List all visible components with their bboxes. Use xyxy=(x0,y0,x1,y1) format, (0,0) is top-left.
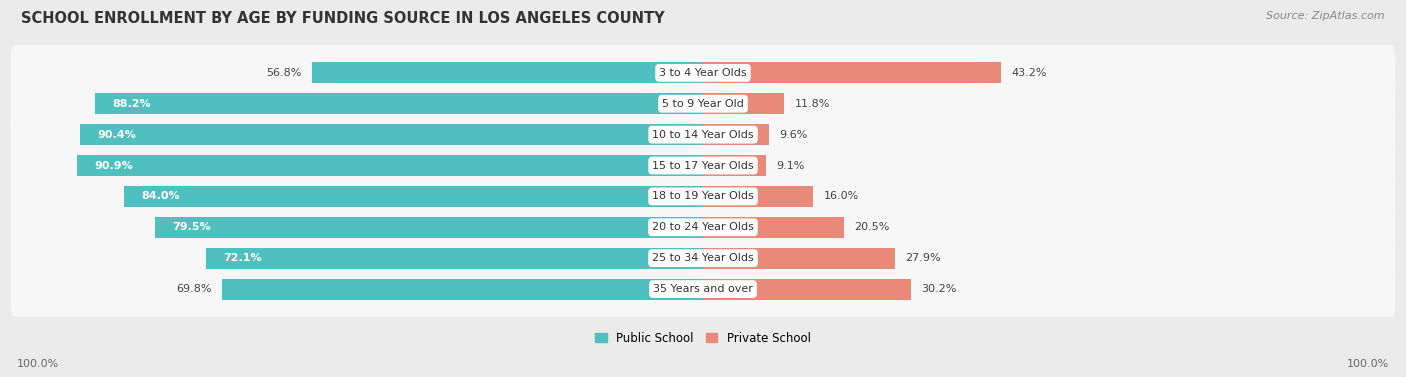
Text: 79.5%: 79.5% xyxy=(173,222,211,232)
Text: 43.2%: 43.2% xyxy=(1011,68,1046,78)
Text: 27.9%: 27.9% xyxy=(905,253,941,263)
Text: 20 to 24 Year Olds: 20 to 24 Year Olds xyxy=(652,222,754,232)
Text: SCHOOL ENROLLMENT BY AGE BY FUNDING SOURCE IN LOS ANGELES COUNTY: SCHOOL ENROLLMENT BY AGE BY FUNDING SOUR… xyxy=(21,11,665,26)
Bar xyxy=(703,155,766,176)
FancyBboxPatch shape xyxy=(11,230,1395,286)
Text: 9.1%: 9.1% xyxy=(776,161,804,170)
Text: 15 to 17 Year Olds: 15 to 17 Year Olds xyxy=(652,161,754,170)
Bar xyxy=(703,186,813,207)
Text: 88.2%: 88.2% xyxy=(112,99,152,109)
FancyBboxPatch shape xyxy=(11,261,1395,317)
Bar xyxy=(703,248,896,269)
Legend: Public School, Private School: Public School, Private School xyxy=(591,327,815,349)
FancyBboxPatch shape xyxy=(11,138,1395,193)
Text: 56.8%: 56.8% xyxy=(266,68,301,78)
Text: Source: ZipAtlas.com: Source: ZipAtlas.com xyxy=(1267,11,1385,21)
Text: 90.4%: 90.4% xyxy=(97,130,136,139)
Text: 3 to 4 Year Olds: 3 to 4 Year Olds xyxy=(659,68,747,78)
Text: 16.0%: 16.0% xyxy=(824,192,859,201)
Text: 84.0%: 84.0% xyxy=(142,192,180,201)
Bar xyxy=(80,124,703,145)
Text: 25 to 34 Year Olds: 25 to 34 Year Olds xyxy=(652,253,754,263)
Text: 9.6%: 9.6% xyxy=(779,130,808,139)
FancyBboxPatch shape xyxy=(11,76,1395,132)
Bar xyxy=(222,279,703,300)
Bar xyxy=(207,248,703,269)
Text: 100.0%: 100.0% xyxy=(17,359,59,369)
Bar xyxy=(703,93,785,114)
Bar xyxy=(312,62,703,83)
FancyBboxPatch shape xyxy=(11,107,1395,162)
Text: 69.8%: 69.8% xyxy=(176,284,212,294)
Text: 100.0%: 100.0% xyxy=(1347,359,1389,369)
Text: 10 to 14 Year Olds: 10 to 14 Year Olds xyxy=(652,130,754,139)
Bar xyxy=(96,93,703,114)
Text: 18 to 19 Year Olds: 18 to 19 Year Olds xyxy=(652,192,754,201)
Text: 35 Years and over: 35 Years and over xyxy=(652,284,754,294)
Bar xyxy=(703,279,911,300)
Text: 11.8%: 11.8% xyxy=(794,99,830,109)
Text: 30.2%: 30.2% xyxy=(921,284,956,294)
Text: 20.5%: 20.5% xyxy=(855,222,890,232)
Bar xyxy=(77,155,703,176)
FancyBboxPatch shape xyxy=(11,199,1395,255)
FancyBboxPatch shape xyxy=(11,45,1395,101)
Bar xyxy=(155,217,703,238)
FancyBboxPatch shape xyxy=(11,169,1395,224)
Bar xyxy=(703,124,769,145)
Bar xyxy=(124,186,703,207)
Text: 72.1%: 72.1% xyxy=(224,253,262,263)
Bar xyxy=(703,217,844,238)
Text: 5 to 9 Year Old: 5 to 9 Year Old xyxy=(662,99,744,109)
Bar xyxy=(703,62,1001,83)
Text: 90.9%: 90.9% xyxy=(94,161,132,170)
